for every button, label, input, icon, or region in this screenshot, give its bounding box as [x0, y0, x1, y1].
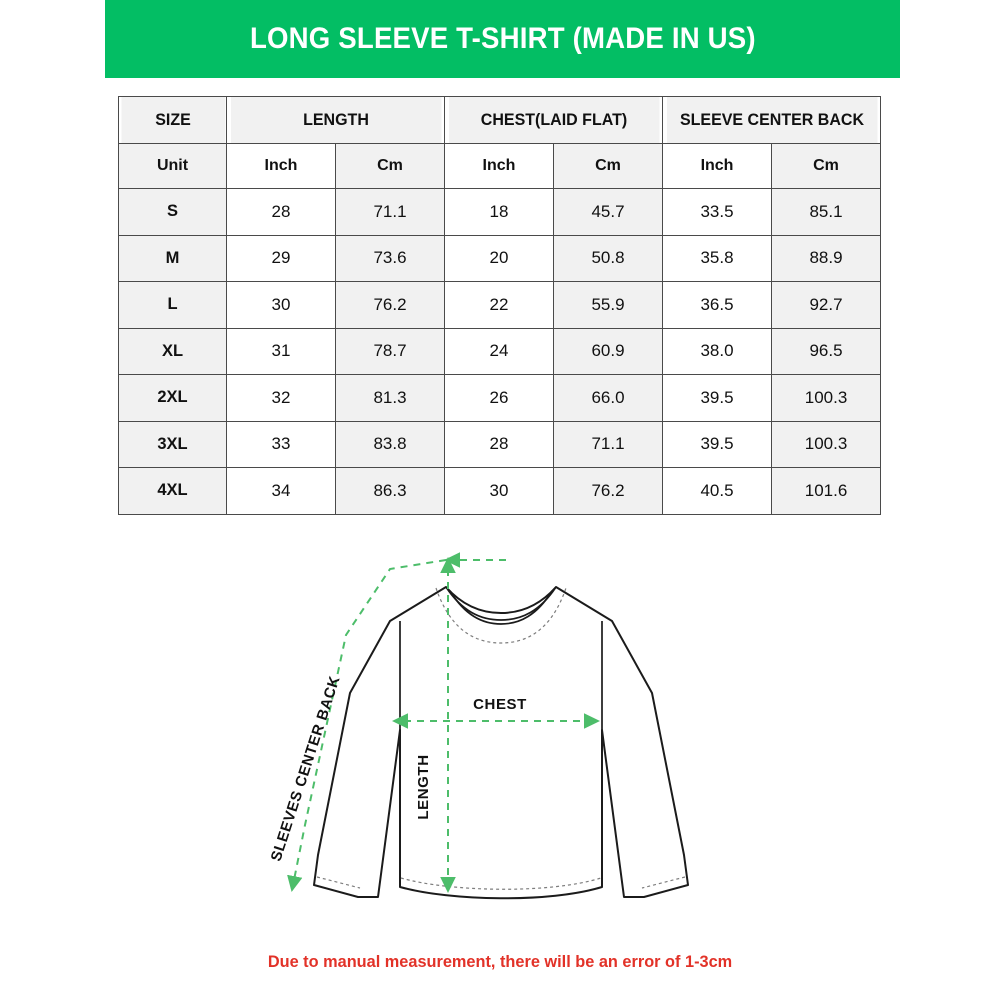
cell-length-in: 32 — [226, 374, 336, 422]
cell-size: M — [118, 234, 227, 282]
cell-sleeve-cm: 92.7 — [771, 281, 882, 329]
cell-sleeve-cm: 96.5 — [771, 327, 882, 375]
cell-chest-in: 30 — [444, 467, 554, 515]
cell-length-cm: 71.1 — [335, 188, 445, 236]
table-row: 2XL 32 81.3 26 66.0 39.5 100.3 — [118, 374, 882, 422]
cell-size: L — [118, 281, 227, 329]
cell-chest-in: 22 — [444, 281, 554, 329]
garment-measurement-diagram: CHEST LENGTH SLEEVES CENTER BACK — [250, 525, 770, 925]
cell-length-cm: 83.8 — [335, 420, 445, 468]
cell-chest-in: 24 — [444, 327, 554, 375]
column-group-length: LENGTH — [229, 96, 442, 144]
size-chart-table-container: SIZE LENGTH CHEST(LAID FLAT) SLEEVE CENT… — [118, 96, 882, 515]
table-body: S 28 71.1 18 45.7 33.5 85.1 M 29 73.6 20… — [118, 188, 882, 515]
cell-sleeve-cm: 88.9 — [771, 234, 882, 282]
unit-header-size: Unit — [118, 143, 227, 189]
cell-length-cm: 78.7 — [335, 327, 445, 375]
table-unit-header-row: Unit Inch Cm Inch Cm Inch Cm — [118, 143, 882, 189]
cell-size: 4XL — [118, 467, 227, 515]
cell-length-cm: 86.3 — [335, 467, 445, 515]
cell-size: XL — [118, 327, 227, 375]
cell-chest-cm: 60.9 — [552, 327, 664, 375]
unit-header-chest-cm: Cm — [552, 143, 664, 189]
cell-chest-cm: 76.2 — [552, 467, 664, 515]
column-group-chest: CHEST(LAID FLAT) — [447, 96, 660, 144]
cell-chest-in: 20 — [444, 234, 554, 282]
cell-sleeve-in: 39.5 — [662, 420, 773, 468]
page-title: LONG SLEEVE T-SHIRT (MADE IN US) — [249, 22, 756, 55]
unit-header-length-in: Inch — [226, 143, 336, 189]
measurement-disclaimer: Due to manual measurement, there will be… — [267, 952, 733, 971]
cell-length-in: 33 — [226, 420, 336, 468]
chest-measure-label: CHEST — [473, 696, 527, 713]
column-group-sleeve: SLEEVE CENTER BACK — [665, 96, 878, 144]
cell-chest-cm: 45.7 — [552, 188, 664, 236]
unit-header-chest-in: Inch — [444, 143, 554, 189]
column-group-size: SIZE — [119, 96, 226, 144]
unit-header-sleeve-cm: Cm — [771, 143, 882, 189]
cell-sleeve-in: 38.0 — [662, 327, 773, 375]
cell-length-in: 28 — [226, 188, 336, 236]
table-group-header-row: SIZE LENGTH CHEST(LAID FLAT) SLEEVE CENT… — [119, 96, 881, 144]
cell-sleeve-cm: 100.3 — [771, 374, 882, 422]
cell-chest-cm: 55.9 — [552, 281, 664, 329]
title-banner: LONG SLEEVE T-SHIRT (MADE IN US) — [105, 0, 900, 78]
cell-sleeve-in: 40.5 — [662, 467, 773, 515]
cell-chest-cm: 50.8 — [552, 234, 664, 282]
table-row: 4XL 34 86.3 30 76.2 40.5 101.6 — [118, 467, 882, 515]
cell-length-in: 30 — [226, 281, 336, 329]
cell-sleeve-cm: 100.3 — [771, 420, 882, 468]
unit-header-length-cm: Cm — [335, 143, 445, 189]
cell-size: 3XL — [118, 420, 227, 468]
cell-chest-cm: 66.0 — [552, 374, 664, 422]
cell-sleeve-in: 36.5 — [662, 281, 773, 329]
cell-sleeve-cm: 85.1 — [771, 188, 882, 236]
size-chart-table: SIZE LENGTH CHEST(LAID FLAT) SLEEVE CENT… — [118, 96, 882, 515]
cell-length-in: 31 — [226, 327, 336, 375]
cell-length-cm: 76.2 — [335, 281, 445, 329]
cell-sleeve-cm: 101.6 — [771, 467, 882, 515]
cell-length-in: 34 — [226, 467, 336, 515]
cell-size: S — [118, 188, 227, 236]
unit-header-sleeve-in: Inch — [662, 143, 773, 189]
cell-length-cm: 81.3 — [335, 374, 445, 422]
cell-sleeve-in: 35.8 — [662, 234, 773, 282]
cell-chest-cm: 71.1 — [552, 420, 664, 468]
cell-length-in: 29 — [226, 234, 336, 282]
table-row: M 29 73.6 20 50.8 35.8 88.9 — [118, 234, 882, 282]
cell-length-cm: 73.6 — [335, 234, 445, 282]
table-row: S 28 71.1 18 45.7 33.5 85.1 — [118, 188, 882, 236]
cell-chest-in: 18 — [444, 188, 554, 236]
cell-chest-in: 26 — [444, 374, 554, 422]
table-row: 3XL 33 83.8 28 71.1 39.5 100.3 — [118, 420, 882, 468]
cell-chest-in: 28 — [444, 420, 554, 468]
table-row: XL 31 78.7 24 60.9 38.0 96.5 — [118, 327, 882, 375]
length-measure-label: LENGTH — [415, 754, 432, 819]
cell-size: 2XL — [118, 374, 227, 422]
cell-sleeve-in: 33.5 — [662, 188, 773, 236]
table-row: L 30 76.2 22 55.9 36.5 92.7 — [118, 281, 882, 329]
cell-sleeve-in: 39.5 — [662, 374, 773, 422]
